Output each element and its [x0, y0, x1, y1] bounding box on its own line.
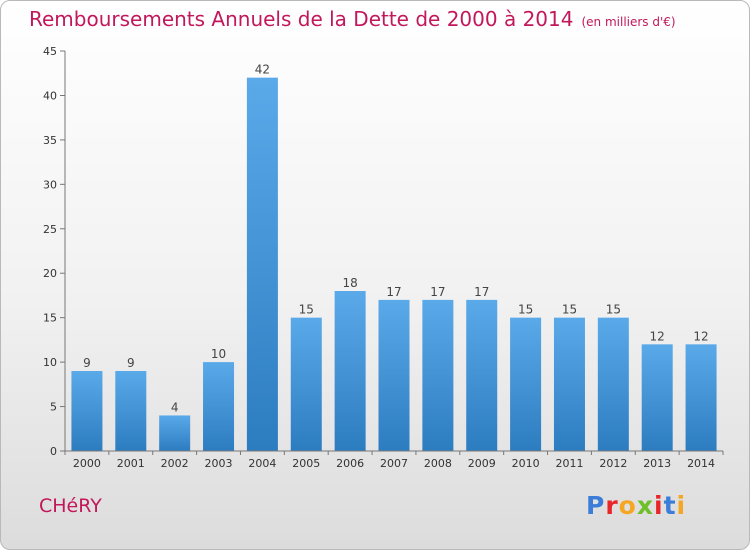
bar-2005 [290, 317, 322, 451]
logo-letter: P [586, 491, 606, 520]
chart-title: Remboursements Annuels de la Dette de 20… [29, 7, 676, 31]
data-label-2000: 9 [83, 356, 91, 370]
y-tick-label-40: 40 [43, 89, 57, 102]
x-tick-label-2005: 2005 [292, 457, 320, 470]
bar-2001 [115, 371, 147, 451]
data-label-2013: 12 [650, 329, 665, 343]
logo-letter: r [605, 491, 619, 520]
bar-2007 [378, 299, 410, 451]
y-tick-label-45: 45 [43, 45, 57, 58]
x-tick-label-2001: 2001 [117, 457, 145, 470]
logo-letter: i [654, 491, 664, 520]
y-tick-label-5: 5 [50, 401, 57, 414]
y-tick-label-10: 10 [43, 356, 57, 369]
x-tick-label-2009: 2009 [468, 457, 496, 470]
data-label-2010: 15 [518, 303, 533, 317]
x-tick-label-2006: 2006 [336, 457, 364, 470]
logo-letter: x [636, 491, 654, 520]
bar-2000 [71, 371, 103, 451]
x-tick-label-2000: 2000 [73, 457, 101, 470]
logo-letter: o [618, 491, 637, 520]
logo-letter: t [663, 491, 677, 520]
bar-2006 [334, 291, 366, 451]
x-tick-label-2008: 2008 [424, 457, 452, 470]
bar-2014 [685, 344, 717, 451]
data-label-2011: 15 [562, 303, 577, 317]
data-label-2014: 12 [693, 329, 708, 343]
bar-2011 [553, 317, 585, 451]
commune-name: CHéRY [39, 495, 102, 517]
x-tick-label-2012: 2012 [599, 457, 627, 470]
bar-2004 [246, 77, 278, 452]
y-tick-label-30: 30 [43, 178, 57, 191]
bar-2002 [159, 415, 191, 451]
data-label-2012: 15 [606, 303, 621, 317]
data-label-2008: 17 [430, 285, 445, 299]
x-tick-label-2010: 2010 [512, 457, 540, 470]
x-tick-label-2003: 2003 [205, 457, 233, 470]
proxiti-logo: Proxiti [586, 491, 686, 520]
data-label-2004: 42 [255, 63, 270, 77]
x-tick-label-2011: 2011 [555, 457, 583, 470]
y-tick-label-25: 25 [43, 223, 57, 236]
data-label-2001: 9 [127, 356, 135, 370]
x-tick-label-2007: 2007 [380, 457, 408, 470]
data-label-2009: 17 [474, 285, 489, 299]
data-label-2005: 15 [299, 303, 314, 317]
chart-unit: (en milliers d'€) [581, 15, 676, 29]
chart-title-text: Remboursements Annuels de la Dette de 20… [29, 7, 574, 31]
y-tick-label-0: 0 [50, 445, 57, 458]
x-tick-label-2013: 2013 [643, 457, 671, 470]
y-tick-label-35: 35 [43, 134, 57, 147]
data-label-2002: 4 [171, 400, 179, 414]
x-tick-label-2014: 2014 [687, 457, 715, 470]
bar-2012 [597, 317, 629, 451]
data-label-2006: 18 [342, 276, 357, 290]
bar-2013 [641, 344, 673, 451]
x-tick-label-2004: 2004 [248, 457, 276, 470]
x-tick-label-2002: 2002 [161, 457, 189, 470]
data-label-2007: 17 [386, 285, 401, 299]
bar-2009 [466, 299, 498, 451]
logo-letter: i [676, 491, 687, 520]
y-tick-label-20: 20 [43, 267, 57, 280]
bar-2008 [422, 299, 454, 451]
bar-2003 [203, 362, 235, 451]
y-tick-label-15: 15 [43, 312, 57, 325]
bar-2010 [510, 317, 542, 451]
data-label-2003: 10 [211, 347, 226, 361]
